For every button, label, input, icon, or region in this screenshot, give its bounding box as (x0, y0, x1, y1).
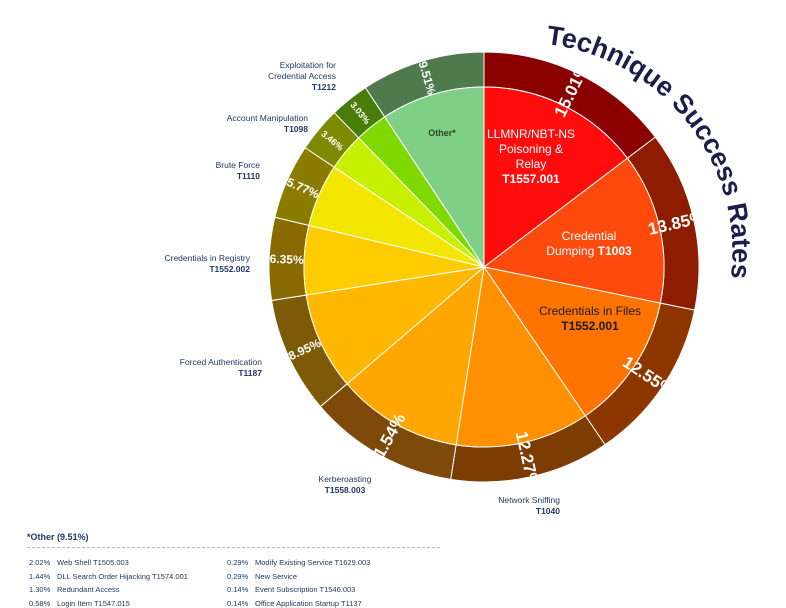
other-row-pct: 0.58% (29, 598, 51, 608)
other-breakdown-row: 1.44% DLL Search Order Hijacking T1574.00… (29, 572, 188, 581)
slice-name-dumping-1: Credential (561, 229, 617, 243)
other-row-pct: 0.14% (227, 598, 249, 608)
other-row-pct: 0.14% (227, 585, 249, 594)
ext-name-kerb: Kerberoasting (318, 474, 372, 484)
slice-name-files: Credentials in Files (538, 304, 642, 318)
ext-code-kerb: T1558.003 (324, 485, 366, 495)
slice-label-other: Other* (412, 128, 472, 139)
ext-name-sniff: Network Sniffing (498, 495, 560, 505)
other-row-name: Web Shell T1505.003 (57, 558, 129, 567)
slice-name-llmnr-3: Relay (515, 157, 547, 171)
ext-code-account: T1098 (283, 124, 308, 134)
pie-slices (268, 51, 700, 483)
slice-code-llmnr: T1557.001 (502, 172, 560, 186)
slice-other (384, 86, 485, 269)
ext-code-registry: T1552.002 (209, 264, 250, 274)
slice-name-llmnr-1: LLMNR/NBT-NS (486, 127, 575, 141)
slice-name-other: Other* (428, 128, 456, 138)
ext-label-brute-force: Brute Force T1110 (216, 160, 260, 182)
ext-label-account-manipulation: Account Manipulation T1098 (227, 113, 308, 135)
slice-forced-authentication (305, 266, 486, 385)
slice-label-llmnr: LLMNR/NBT-NS Poisoning & Relay T1557.001 (476, 127, 586, 187)
other-row-name: Modify Existing Service T1629.003 (255, 558, 371, 567)
ext-label-kerberoasting: Kerberoasting T1558.003 (300, 474, 390, 496)
other-row-name: Office Application Startup T1137 (255, 598, 362, 608)
other-breakdown-row: 2.02% Web Shell T1505.003 (29, 558, 129, 567)
ext-name-account: Account Manipulation (226, 113, 308, 123)
ext-name-forced: Forced Authentication (179, 357, 262, 367)
slice-code-files: T1552.001 (561, 319, 619, 333)
ext-name-exploitation-1: Exploitation for (279, 60, 336, 70)
ext-name-brute: Brute Force (215, 160, 260, 170)
other-breakdown-row: 1.30% Redundant Access (29, 585, 120, 594)
ext-name-exploitation-2: Credential Access (267, 71, 336, 81)
pct-label-credentials-in-registry: 6.35% (269, 252, 304, 267)
slice-label-credential-dumping: Credential Dumping T1003 (534, 229, 644, 259)
other-breakdown-heading: *Other (9.51%) (27, 532, 89, 542)
other-breakdown-row: 0.58% Login Item T1547.015 (29, 599, 130, 608)
ext-label-credentials-in-registry: Credentials in Registry T1552.002 (164, 253, 250, 275)
other-row-name: DLL Search Order Hijacking T1574.001 (57, 571, 188, 581)
ext-label-forced-authentication: Forced Authentication T1187 (180, 357, 262, 379)
ext-code-brute: T1110 (236, 171, 260, 181)
other-breakdown-row: 0.29% Modify Existing Service T1629.003 (227, 558, 370, 567)
other-row-name: Redundant Access (57, 585, 120, 594)
other-breakdown-row: 0.14% Event Subscription T1546.003 (227, 585, 355, 594)
slice-name-dumping-2: Dumping (546, 244, 595, 258)
other-breakdown-row: 0.29% New Service (227, 572, 297, 581)
slice-name-dumping-row: Dumping T1003 (534, 244, 644, 259)
slice-credentials-in-files (482, 266, 661, 417)
other-row-pct: 1.44% (29, 571, 51, 581)
slice-name-llmnr-2: Poisoning & (498, 142, 564, 156)
other-row-name: Login Item T1547.015 (57, 598, 130, 608)
other-breakdown-row: 0.14% Office Application Startup T1137 (227, 599, 362, 608)
slice-kerberoasting (346, 265, 485, 446)
slice-credential-dumping (482, 157, 665, 304)
other-row-pct: 1.30% (29, 585, 51, 594)
other-row-name: New Service (255, 571, 298, 581)
other-row-name: Event Subscription T1546.003 (255, 585, 356, 594)
other-row-pct: 0.29% (227, 571, 249, 581)
ext-code-forced: T1187 (238, 368, 262, 378)
ext-code-exploitation: T1212 (311, 82, 336, 92)
slice-label-credentials-in-files: Credentials in Files T1552.001 (520, 304, 660, 334)
slice-llmnr-nbt-ns-poisoning-relay (483, 86, 629, 269)
other-row-pct: 0.29% (227, 558, 249, 567)
slice-network-sniffing (455, 265, 587, 448)
ext-code-sniff: T1040 (535, 506, 560, 516)
other-row-pct: 2.02% (29, 558, 51, 567)
ext-name-registry: Credentials in Registry (164, 253, 250, 263)
ext-label-network-sniffing: Network Sniffing T1040 (498, 495, 560, 517)
ext-label-exploitation: Exploitation for Credential Access T1212 (268, 60, 336, 93)
other-breakdown-divider (27, 547, 440, 548)
slice-code-dumping: T1003 (597, 244, 632, 258)
